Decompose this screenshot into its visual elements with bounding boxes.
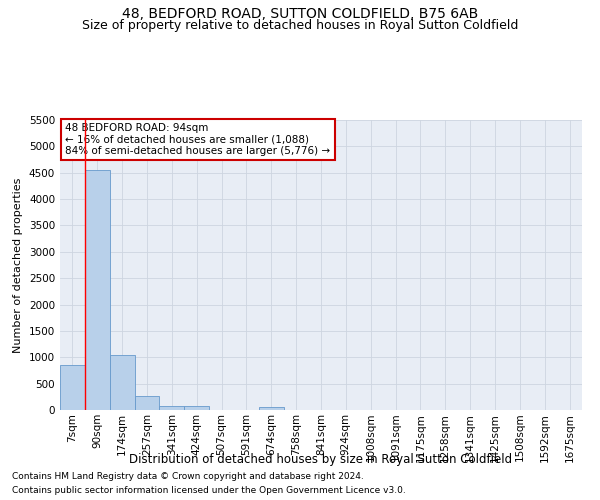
- Bar: [184, 406, 209, 410]
- Bar: [160, 406, 184, 410]
- Bar: [85, 170, 110, 410]
- Text: Contains public sector information licensed under the Open Government Licence v3: Contains public sector information licen…: [12, 486, 406, 495]
- Text: 48 BEDFORD ROAD: 94sqm
← 16% of detached houses are smaller (1,088)
84% of semi-: 48 BEDFORD ROAD: 94sqm ← 16% of detached…: [65, 123, 331, 156]
- Text: 48, BEDFORD ROAD, SUTTON COLDFIELD, B75 6AB: 48, BEDFORD ROAD, SUTTON COLDFIELD, B75 …: [122, 8, 478, 22]
- Bar: [60, 365, 85, 410]
- Bar: [134, 396, 160, 410]
- Bar: [110, 354, 134, 410]
- Text: Size of property relative to detached houses in Royal Sutton Coldfield: Size of property relative to detached ho…: [82, 19, 518, 32]
- Bar: [259, 407, 284, 410]
- Y-axis label: Number of detached properties: Number of detached properties: [13, 178, 23, 352]
- Text: Contains HM Land Registry data © Crown copyright and database right 2024.: Contains HM Land Registry data © Crown c…: [12, 472, 364, 481]
- Text: Distribution of detached houses by size in Royal Sutton Coldfield: Distribution of detached houses by size …: [130, 452, 512, 466]
